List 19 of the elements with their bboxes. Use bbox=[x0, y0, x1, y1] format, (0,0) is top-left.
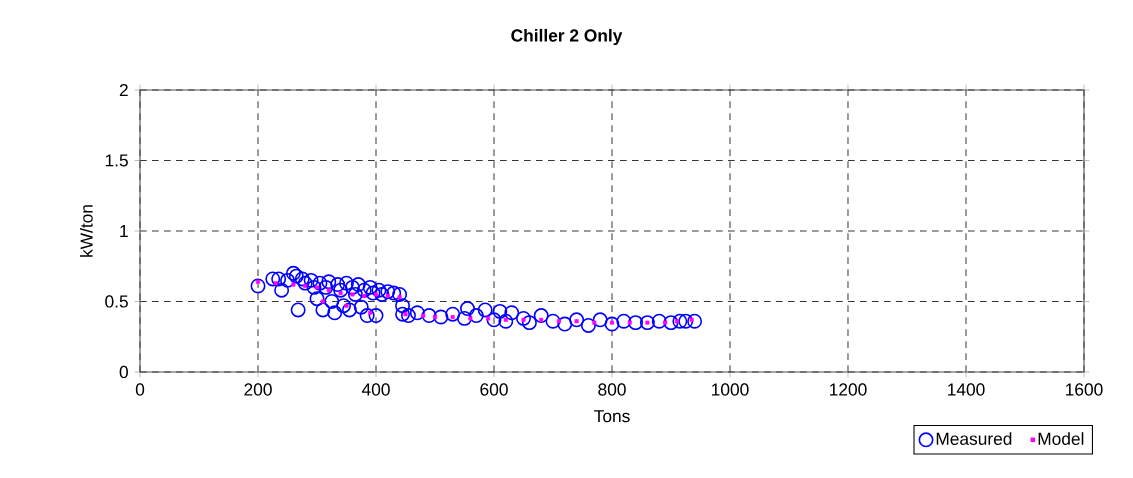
x-axis-title: Tons bbox=[594, 410, 630, 423]
y-axis-title: kW/ton bbox=[79, 205, 93, 257]
legend-label: Model bbox=[1038, 432, 1084, 445]
x-tick-label: 1600 bbox=[1066, 383, 1103, 396]
y-tick-label: 2 bbox=[119, 83, 128, 97]
y-tick-label: 0 bbox=[119, 365, 128, 379]
y-tick-label: 1.5 bbox=[105, 154, 128, 167]
x-tick-label: 400 bbox=[361, 383, 390, 396]
x-tick-label: 1400 bbox=[948, 383, 985, 396]
y-tick-label: 0.5 bbox=[105, 295, 128, 308]
x-tick-label: 1000 bbox=[712, 383, 749, 396]
x-tick-label: 800 bbox=[598, 383, 626, 396]
x-tick-label: 600 bbox=[480, 383, 508, 396]
y-tick-label: 1 bbox=[120, 225, 128, 237]
x-tick-label: 0 bbox=[135, 383, 145, 396]
chart-title: Chiller 2 Only bbox=[511, 28, 623, 46]
legend-label: Measured bbox=[936, 432, 1012, 445]
x-tick-label: 1200 bbox=[830, 383, 867, 396]
x-tick-label: 200 bbox=[244, 383, 272, 396]
